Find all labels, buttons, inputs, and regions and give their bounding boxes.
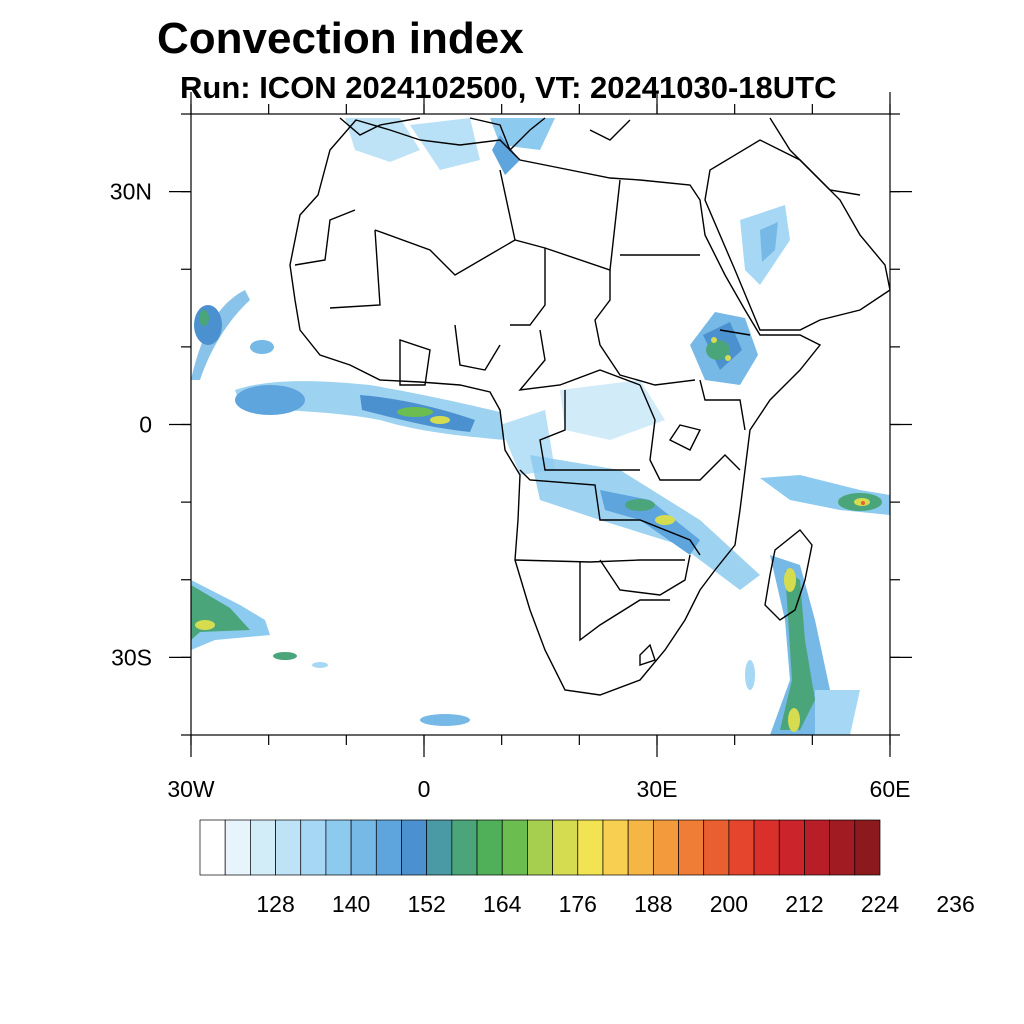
colorbar-swatch	[199, 819, 226, 876]
colorbar-swatch	[854, 819, 881, 876]
map-title: Convection index	[157, 14, 524, 63]
lon-tick-label: 60E	[870, 776, 911, 802]
colorbar-label: 188	[634, 891, 672, 917]
colorbar-swatch	[552, 819, 579, 876]
colorbar-label: 140	[332, 891, 370, 917]
colorbar-swatch	[426, 819, 453, 876]
colorbar-swatch	[728, 819, 755, 876]
colorbar-label: 176	[559, 891, 597, 917]
colorbar-label: 212	[785, 891, 823, 917]
axis-tick-labels: 30W 0 30E 60E 30N 0 30S	[110, 179, 911, 802]
colorbar-label: 128	[256, 891, 294, 917]
colorbar-swatch	[627, 819, 654, 876]
colorbar-swatch	[476, 819, 503, 876]
colorbar-label: 200	[710, 891, 748, 917]
lat-tick-label: 0	[139, 412, 152, 438]
colorbar-swatch	[350, 819, 377, 876]
colorbar-swatch	[804, 819, 830, 876]
colorbar-swatch	[250, 819, 276, 876]
lon-tick-label: 30W	[167, 776, 215, 802]
colorbar-swatch	[401, 819, 428, 876]
colorbar-swatch	[451, 819, 478, 876]
lon-tick-label: 0	[418, 776, 431, 802]
axis-ticks	[169, 92, 912, 757]
colorbar-swatch	[224, 819, 251, 876]
colorbar-swatch	[678, 819, 705, 876]
colorbar-label: 152	[407, 891, 445, 917]
colorbar-swatch	[652, 819, 679, 876]
colorbar-label: 164	[483, 891, 522, 917]
colorbar-swatch	[703, 819, 730, 876]
colorbar-swatch	[325, 819, 352, 876]
colorbar-swatch	[602, 819, 629, 876]
lon-tick-label: 30E	[637, 776, 678, 802]
coastlines-borders	[289, 117, 890, 696]
colorbar-swatch	[501, 819, 528, 876]
colorbar-swatch	[275, 819, 302, 876]
colorbar-swatch	[753, 819, 780, 876]
colorbar-swatch	[300, 819, 327, 876]
colorbar-swatch	[829, 819, 856, 876]
colorbar	[199, 819, 881, 876]
lat-tick-label: 30N	[110, 179, 152, 205]
colorbar-swatch	[527, 819, 553, 876]
map-subtitle: Run: ICON 2024102500, VT: 20241030-18UTC	[180, 70, 837, 105]
colorbar-swatch	[577, 819, 604, 876]
colorbar-label: 236	[936, 891, 974, 917]
colorbar-swatch	[375, 819, 402, 876]
colorbar-label: 224	[861, 891, 900, 917]
colorbar-swatch	[778, 819, 805, 876]
lat-tick-label: 30S	[111, 644, 152, 670]
colorbar-labels: 128 140 152 164 176 188 200 212 224 236	[256, 891, 974, 917]
